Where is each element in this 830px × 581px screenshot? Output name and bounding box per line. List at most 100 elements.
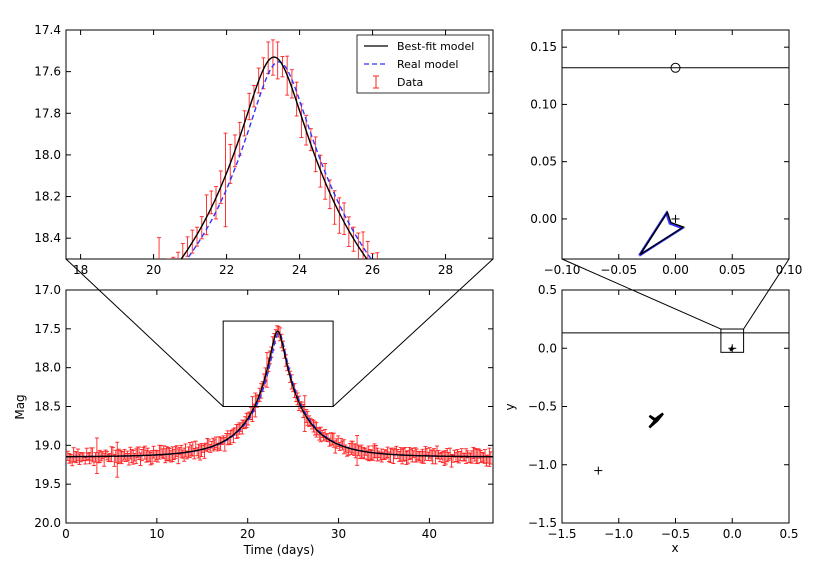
full-data-point-13 — [84, 447, 89, 461]
full-data-point-100 — [211, 437, 216, 452]
full-data-point-30 — [109, 446, 114, 463]
zoom-data-point-4 — [81, 318, 85, 357]
zoom-data-point-17 — [143, 279, 147, 317]
zoom-real-model-line — [186, 61, 373, 259]
full-ytick-label: 17.5 — [34, 322, 61, 336]
caustic-best-fit-line — [639, 210, 685, 256]
zoom-data-point-81 — [446, 310, 450, 345]
zoom-data-point-75 — [418, 297, 422, 326]
trajectory-inset-box — [720, 328, 745, 353]
lightcurve-zoom-plot — [72, 39, 479, 368]
legend-data-label: Data — [397, 76, 423, 89]
lightcurve-full-plot — [66, 320, 493, 478]
full-xtick-label: 0 — [62, 527, 70, 541]
legend-best-fit-label: Best-fit model — [397, 40, 474, 53]
zoom-data-point-7 — [95, 314, 99, 345]
zoom-data-point-80 — [442, 315, 446, 350]
full-xtick-label: 20 — [240, 527, 255, 541]
zoom-data-point-25 — [180, 243, 185, 259]
zoom-data-point-62 — [356, 232, 361, 259]
trajectory-full-ticks: −1.5 −1.0 −0.5 0.0 0.5 −1.5 −1.0 −0.5 0.0 0.5 — [528, 283, 799, 541]
full-ytick-label: 19.0 — [34, 438, 61, 452]
zoom-data-point-5 — [86, 326, 90, 353]
zoom-data-point-8 — [100, 324, 104, 353]
trajectory-full-panel: −1.5 −1.0 −0.5 0.0 0.5 −1.5 −1.0 −0.5 0.0 0.5 x y — [503, 283, 799, 555]
lightcurve-connector-left — [65, 258, 224, 407]
lightcurve-full-panel: 0 10 20 30 40 17.0 17.5 18.0 18.5 19.0 19.5 20.0 Ti… — [13, 283, 494, 557]
full-ytick-label: 18.5 — [34, 400, 61, 414]
full-data-point-127 — [250, 396, 255, 422]
zoom-data-point-86 — [470, 320, 474, 358]
tz-xtick-label: 0.10 — [776, 263, 803, 277]
zoom-data-point-84 — [461, 315, 465, 355]
zoom-data-point-83 — [456, 325, 460, 353]
tz-ytick-label: 0.10 — [530, 97, 557, 111]
trajectory-full-frame — [561, 289, 790, 524]
full-ytick-label: 20.0 — [34, 516, 61, 530]
zoom-data-point-73 — [409, 294, 413, 322]
tz-ytick-label: 0.00 — [530, 212, 557, 226]
zoom-data-point-12 — [119, 315, 123, 333]
zoom-data-point-64 — [365, 240, 370, 259]
tf-xtick-label: 0.0 — [723, 527, 742, 541]
zoom-data-point-2 — [72, 340, 76, 360]
zoom-data-point-58 — [337, 197, 342, 234]
zoom-data-point-49 — [294, 81, 299, 117]
zoom-data-point-74 — [413, 294, 417, 325]
full-data-point-207 — [366, 445, 371, 462]
zoom-data-point-22 — [166, 258, 171, 259]
trajectory-zoom-ticks: −0.10 −0.05 0.00 0.05 0.10 0.00 0.05 0.10 0.15 — [530, 30, 802, 277]
full-data-point-20 — [94, 437, 99, 474]
zoom-data-point-66 — [375, 252, 380, 259]
caustic-small — [729, 345, 735, 352]
trajectory-connector-left — [561, 258, 722, 330]
zoom-data-point-59 — [342, 202, 347, 235]
full-xtick-label: 10 — [149, 527, 164, 541]
full-best-fit-line — [66, 330, 493, 458]
zoom-data-point-85 — [465, 325, 469, 352]
full-data-point-216 — [379, 448, 384, 463]
zoom-ytick-label: 17.6 — [34, 65, 61, 79]
zoom-best-fit-line — [180, 56, 368, 259]
lightcurve-zoom-panel: 18 20 22 24 26 28 17.4 17.6 17.8 18.0 18.2 18.4 Bes… — [34, 23, 494, 368]
tz-xtick-label: −0.10 — [544, 263, 581, 277]
zoom-data-point-71 — [399, 286, 403, 316]
lightcurve-inset-box — [222, 320, 334, 408]
lightcurve-full-ticks: 0 10 20 30 40 17.0 17.5 18.0 18.5 19.0 19.5 20.0 — [34, 283, 493, 541]
tf-ytick-label: −0.5 — [528, 400, 557, 414]
lightcurve-connector-right — [332, 258, 494, 407]
tf-xtick-label: −0.5 — [661, 527, 690, 541]
trajectory-full-plot — [562, 328, 789, 475]
full-real-model-line — [66, 332, 493, 458]
trajectory-xlabel: x — [671, 541, 678, 555]
zoom-data-point-46 — [280, 56, 285, 78]
lightcurve-ylabel: Mag — [13, 394, 27, 419]
zoom-data-point-11 — [114, 313, 118, 334]
zoom-data-point-68 — [385, 264, 389, 301]
zoom-xtick-label: 20 — [146, 263, 161, 277]
full-data-point-34 — [115, 441, 120, 478]
zoom-xtick-label: 28 — [438, 263, 453, 277]
zoom-data-point-87 — [475, 340, 479, 368]
zoom-xtick-label: 26 — [365, 263, 380, 277]
full-ytick-label: 18.0 — [34, 361, 61, 375]
zoom-data-point-20 — [157, 237, 162, 259]
trajectory-zoom-panel: −0.10 −0.05 0.00 0.05 0.10 0.00 0.05 0.10 0.15 — [530, 29, 802, 277]
zoom-ytick-label: 18.0 — [34, 148, 61, 162]
full-xtick-label: 30 — [331, 527, 346, 541]
zoom-data-point-32 — [213, 186, 218, 220]
zoom-data-point-10 — [110, 316, 114, 337]
tz-ytick-label: 0.05 — [530, 155, 557, 169]
tf-ytick-label: 0.0 — [538, 341, 557, 355]
zoom-data-point-72 — [404, 283, 408, 322]
zoom-xtick-label: 24 — [292, 263, 307, 277]
full-xtick-label: 40 — [422, 527, 437, 541]
tf-xtick-label: −1.5 — [547, 527, 576, 541]
tf-ytick-label: −1.5 — [528, 516, 557, 530]
trajectory-zoom-plot — [562, 62, 789, 257]
lightcurve-zoom-ticks: 18 20 22 24 26 28 17.4 17.6 17.8 18.0 18.2 18.4 — [34, 23, 493, 277]
zoom-data-point-19 — [152, 279, 156, 304]
full-data-point-45 — [131, 449, 136, 465]
tf-xtick-label: 0.5 — [779, 527, 798, 541]
